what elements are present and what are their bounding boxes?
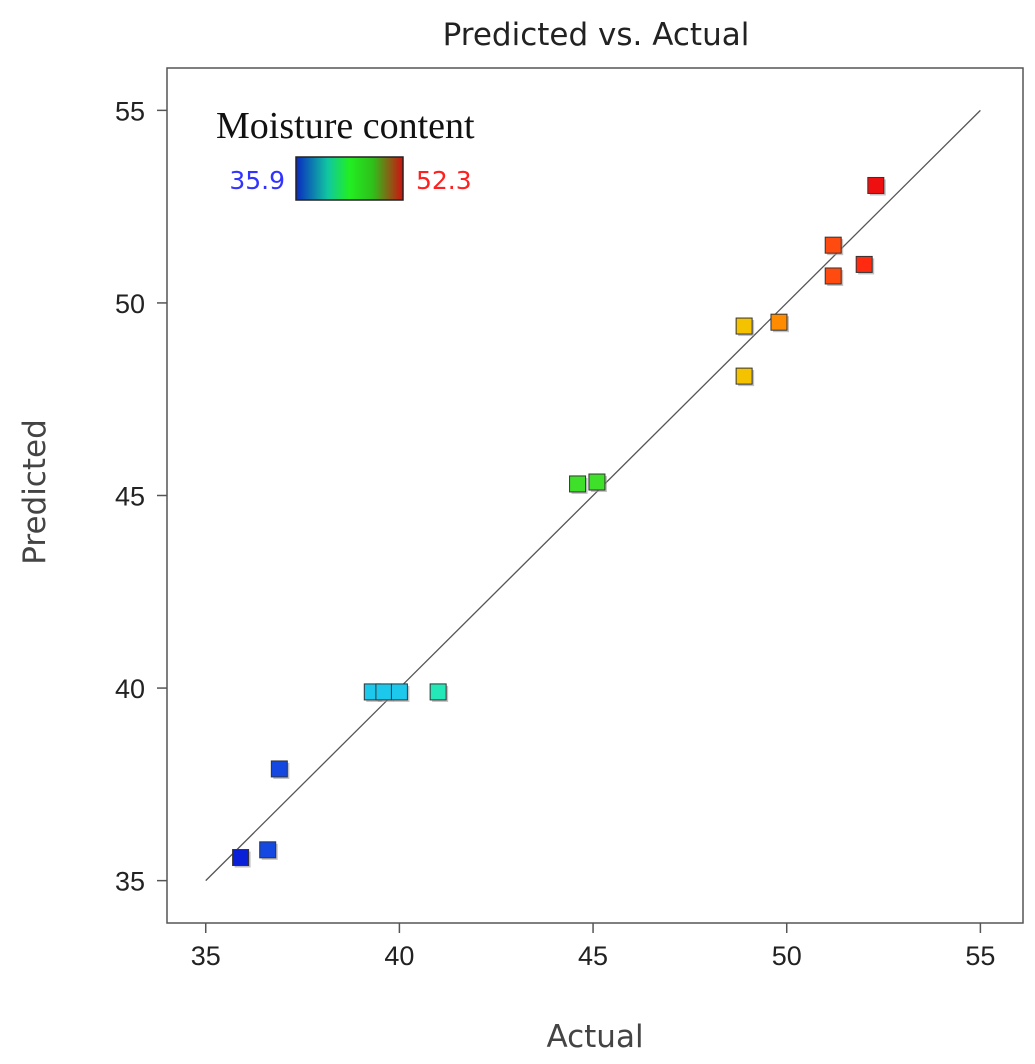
reference-line: [205, 109, 981, 882]
data-points: [232, 176, 886, 868]
x-axis: 35 40 45 50 55: [191, 923, 995, 971]
y-axis: 35 40 45 50 55: [115, 96, 167, 897]
legend-title: Moisture content: [216, 105, 475, 147]
y-axis-label: Predicted: [17, 419, 53, 565]
legend-min-value: 35.9: [229, 166, 285, 195]
y-tick-label: 55: [115, 96, 145, 126]
data-point: [259, 841, 277, 859]
data-point: [569, 475, 587, 493]
legend-max-value: 52.3: [416, 166, 472, 195]
y-tick-label: 45: [115, 482, 145, 512]
x-tick-label: 40: [384, 941, 414, 971]
x-axis-label: Actual: [546, 1019, 643, 1055]
data-point: [735, 367, 753, 385]
y-tick-label: 50: [115, 289, 145, 319]
data-point: [824, 267, 842, 285]
data-point: [735, 317, 753, 335]
data-point: [770, 313, 788, 331]
data-point: [270, 760, 288, 778]
y-tick-label: 35: [115, 867, 145, 897]
x-tick-label: 55: [965, 941, 995, 971]
data-point: [855, 255, 873, 273]
x-tick-label: 45: [578, 941, 608, 971]
chart-title: Predicted vs. Actual: [443, 17, 750, 53]
data-point: [867, 176, 885, 194]
data-point: [232, 849, 250, 867]
x-tick-label: 50: [772, 941, 802, 971]
data-point: [824, 236, 842, 254]
data-point: [588, 473, 606, 491]
color-legend: Moisture content 35.9 52.3: [216, 105, 475, 201]
color-gradient-bar: [295, 156, 404, 201]
data-point: [375, 683, 393, 701]
data-point: [429, 683, 447, 701]
y-tick-label: 40: [115, 674, 145, 704]
x-tick-label: 35: [191, 941, 221, 971]
data-point: [390, 683, 408, 701]
